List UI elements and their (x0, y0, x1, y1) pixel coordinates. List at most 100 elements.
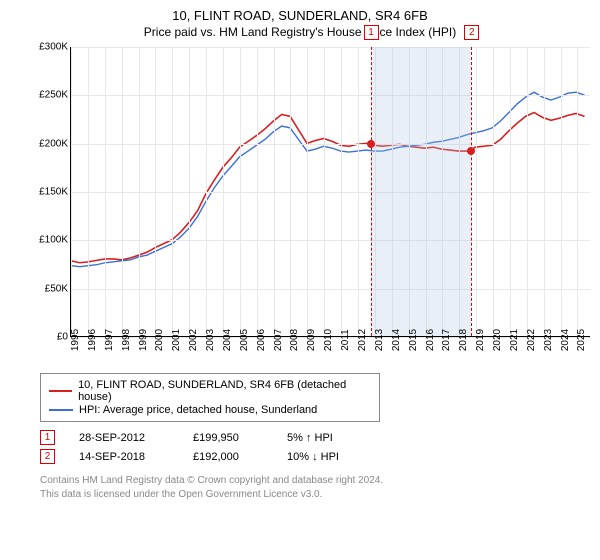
x-tick-label: 1999 (138, 329, 149, 351)
footer-line-1: Contains HM Land Registry data © Crown c… (40, 474, 590, 488)
gridline-h (71, 289, 590, 290)
y-tick-label: £50K (45, 283, 68, 294)
gridline-v (476, 47, 477, 336)
legend-swatch (49, 409, 73, 411)
gridline-v (71, 47, 72, 336)
sale-price: £192,000 (193, 451, 263, 463)
plot-region: 12 (70, 47, 590, 337)
gridline-v (155, 47, 156, 336)
x-tick-label: 2009 (306, 329, 317, 351)
x-tick-label: 2018 (458, 329, 469, 351)
x-tick-label: 2021 (509, 329, 520, 351)
x-tick-label: 2004 (222, 329, 233, 351)
gridline-h (71, 192, 590, 193)
event-marker: 2 (464, 25, 479, 40)
footer: Contains HM Land Registry data © Crown c… (40, 474, 590, 501)
x-tick-label: 2023 (543, 329, 554, 351)
chart-container: 10, FLINT ROAD, SUNDERLAND, SR4 6FB Pric… (0, 0, 600, 560)
gridline-v (105, 47, 106, 336)
y-tick-label: £0 (57, 332, 68, 343)
event-line (371, 47, 372, 336)
chart-area: £0£50K£100K£150K£200K£250K£300K 12 19951… (30, 47, 590, 367)
gridline-v (290, 47, 291, 336)
legend-label: HPI: Average price, detached house, Sund… (79, 404, 317, 416)
gridline-v (240, 47, 241, 336)
x-tick-label: 1997 (104, 329, 115, 351)
x-tick-label: 1995 (70, 329, 81, 351)
footer-line-2: This data is licensed under the Open Gov… (40, 488, 590, 502)
x-tick-label: 2008 (289, 329, 300, 351)
legend-row: 10, FLINT ROAD, SUNDERLAND, SR4 6FB (det… (49, 379, 371, 403)
y-axis: £0£50K£100K£150K£200K£250K£300K (30, 47, 70, 337)
sale-date: 28-SEP-2012 (79, 432, 169, 444)
gridline-h (71, 240, 590, 241)
y-tick-label: £100K (39, 235, 68, 246)
sale-row: 128-SEP-2012£199,9505% ↑ HPI (40, 430, 590, 445)
x-tick-label: 2022 (526, 329, 537, 351)
x-tick-label: 2025 (576, 329, 587, 351)
legend-label: 10, FLINT ROAD, SUNDERLAND, SR4 6FB (det… (78, 379, 371, 403)
sales-table: 128-SEP-2012£199,9505% ↑ HPI214-SEP-2018… (40, 430, 590, 464)
y-tick-label: £150K (39, 187, 68, 198)
gridline-v (122, 47, 123, 336)
x-tick-label: 2005 (239, 329, 250, 351)
x-tick-label: 2012 (357, 329, 368, 351)
event-line (471, 47, 472, 336)
x-tick-label: 2000 (154, 329, 165, 351)
x-tick-label: 2019 (475, 329, 486, 351)
gridline-v (257, 47, 258, 336)
sale-dot (467, 147, 475, 155)
x-tick-label: 2016 (425, 329, 436, 351)
gridline-v (358, 47, 359, 336)
gridline-v (577, 47, 578, 336)
x-tick-label: 2014 (391, 329, 402, 351)
gridline-v (223, 47, 224, 336)
x-tick-label: 2010 (323, 329, 334, 351)
x-tick-label: 2011 (340, 329, 351, 351)
chart-subtitle: Price paid vs. HM Land Registry's House … (10, 25, 590, 39)
sale-diff: 5% ↑ HPI (287, 432, 357, 444)
sale-row: 2 14-SEP-2018 £192,000 10% ↓ HPI (40, 449, 590, 464)
x-tick-label: 2001 (171, 329, 182, 351)
sale-index-box: 2 (40, 449, 55, 464)
legend-swatch (49, 390, 72, 392)
sale-date: 14-SEP-2018 (79, 451, 169, 463)
gridline-v (527, 47, 528, 336)
x-tick-label: 2024 (560, 329, 571, 351)
gridline-v (274, 47, 275, 336)
y-tick-label: £200K (39, 138, 68, 149)
x-tick-label: 2013 (374, 329, 385, 351)
x-tick-label: 1998 (121, 329, 132, 351)
x-tick-label: 2017 (441, 329, 452, 351)
gridline-v (88, 47, 89, 336)
x-tick-label: 2015 (408, 329, 419, 351)
gridline-v (307, 47, 308, 336)
gridline-v (324, 47, 325, 336)
gridline-v (172, 47, 173, 336)
event-marker: 1 (364, 25, 379, 40)
gridline-v (510, 47, 511, 336)
legend: 10, FLINT ROAD, SUNDERLAND, SR4 6FB (det… (40, 373, 380, 422)
gridline-v (544, 47, 545, 336)
y-tick-label: £250K (39, 90, 68, 101)
sale-dot (367, 140, 375, 148)
chart-title: 10, FLINT ROAD, SUNDERLAND, SR4 6FB (10, 8, 590, 23)
gridline-v (561, 47, 562, 336)
gridline-v (139, 47, 140, 336)
gridline-h (71, 144, 590, 145)
x-tick-label: 1996 (87, 329, 98, 351)
gridline-h (71, 47, 590, 48)
x-tick-label: 2020 (492, 329, 503, 351)
x-axis: 1995199619971998199920002001200220032004… (70, 337, 590, 367)
x-tick-label: 2007 (273, 329, 284, 351)
gridline-v (341, 47, 342, 336)
gridline-h (71, 95, 590, 96)
legend-row: HPI: Average price, detached house, Sund… (49, 404, 371, 416)
shade-band (371, 47, 472, 336)
gridline-v (493, 47, 494, 336)
sale-diff: 10% ↓ HPI (287, 451, 357, 463)
x-tick-label: 2002 (188, 329, 199, 351)
x-tick-label: 2006 (256, 329, 267, 351)
sale-index-box: 1 (40, 430, 55, 445)
gridline-v (206, 47, 207, 336)
